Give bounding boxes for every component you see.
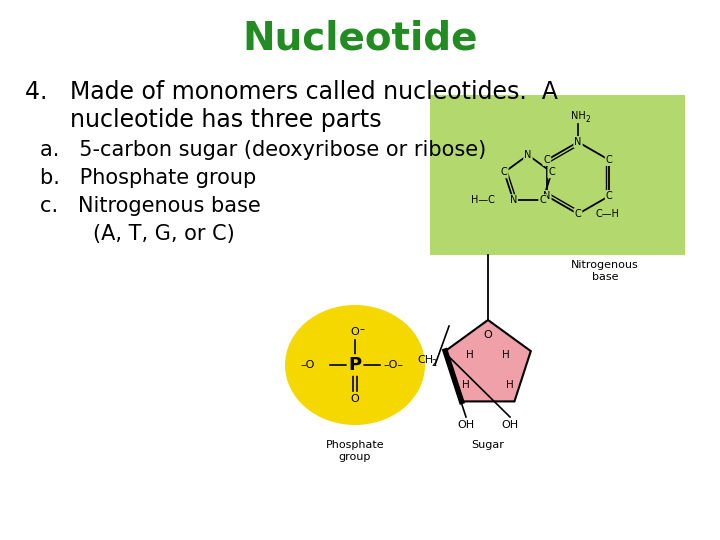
Text: 2: 2 [431,359,436,368]
Text: Nitrogenous
base: Nitrogenous base [571,260,639,281]
Text: NH: NH [571,111,585,121]
Text: 4.   Made of monomers called nucleotides.  A: 4. Made of monomers called nucleotides. … [25,80,558,104]
Text: C: C [606,191,613,201]
Text: –O–: –O– [383,360,403,370]
Text: Nucleotide: Nucleotide [242,20,478,58]
Text: Sugar: Sugar [472,440,505,450]
Text: Phosphate
group: Phosphate group [325,440,384,462]
Text: N: N [510,195,517,205]
Text: a.   5-carbon sugar (deoxyribose or ribose): a. 5-carbon sugar (deoxyribose or ribose… [40,140,486,160]
Text: O: O [351,394,359,404]
Text: –: – [359,324,364,334]
Text: C: C [549,167,555,177]
Text: N: N [524,150,531,160]
Text: H: H [502,350,510,360]
Text: N: N [543,191,551,201]
Text: H: H [506,380,514,390]
Text: CH: CH [417,355,433,365]
Text: OH: OH [457,420,474,430]
Text: C: C [501,167,508,177]
Text: C: C [544,155,550,165]
Text: C: C [606,155,613,165]
Text: 2: 2 [585,114,590,124]
Text: C—H: C—H [596,209,620,219]
Text: P: P [348,356,361,374]
Text: C: C [575,209,581,219]
Text: H: H [466,350,474,360]
Text: N: N [575,137,582,147]
Text: O: O [484,330,492,340]
Polygon shape [445,320,531,401]
Ellipse shape [285,305,425,425]
Text: H—C: H—C [472,195,495,205]
Text: C: C [539,195,546,205]
Text: b.   Phosphate group: b. Phosphate group [40,168,256,188]
Text: c.   Nitrogenous base: c. Nitrogenous base [40,196,261,216]
Text: OH: OH [501,420,518,430]
FancyBboxPatch shape [430,95,685,255]
Text: O: O [351,327,359,337]
Text: H: H [462,380,470,390]
Text: –O: –O [301,360,315,370]
Text: (A, T, G, or C): (A, T, G, or C) [40,224,235,244]
Text: nucleotide has three parts: nucleotide has three parts [25,108,382,132]
